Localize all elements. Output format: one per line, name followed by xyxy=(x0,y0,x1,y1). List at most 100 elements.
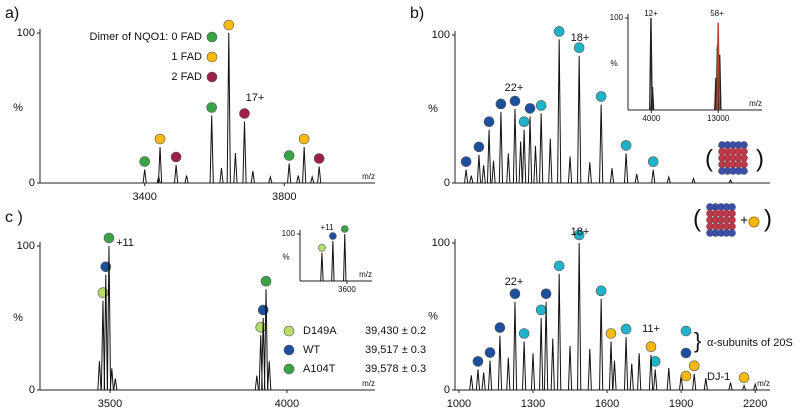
peak xyxy=(634,174,639,184)
x-tick-label: 2200 xyxy=(743,398,767,410)
x-axis-label: m/z xyxy=(359,270,372,279)
y-tick-label: 0 xyxy=(29,384,35,396)
peak xyxy=(184,175,189,184)
peak xyxy=(577,242,582,391)
dj1-icon xyxy=(748,216,760,228)
peak-marker xyxy=(595,91,607,102)
peak xyxy=(481,165,486,184)
peak-marker xyxy=(318,244,326,252)
panel-label: a) xyxy=(5,5,19,22)
peak xyxy=(506,357,511,391)
peak-marker xyxy=(484,347,496,358)
peak-marker xyxy=(154,133,166,145)
x-axis-label: m/z xyxy=(757,379,770,388)
peak xyxy=(527,116,533,184)
x-tick-label: 1000 xyxy=(447,398,471,410)
charge-label: 11+ xyxy=(642,323,660,335)
peak xyxy=(742,384,747,391)
legend-label: A104T xyxy=(303,363,336,375)
peak xyxy=(599,298,604,391)
peak-marker xyxy=(518,328,530,339)
charge-label: 12+ xyxy=(644,9,658,18)
charge-label: 22+ xyxy=(505,82,524,94)
x-tick-label: 3800 xyxy=(272,191,296,203)
peak xyxy=(254,375,259,391)
peak-marker xyxy=(255,321,267,333)
peak xyxy=(653,369,658,391)
peak xyxy=(233,152,238,184)
peak-marker xyxy=(494,322,506,333)
x-tick-label: 3400 xyxy=(132,191,156,203)
legend-label: DJ-1 xyxy=(707,371,730,383)
proteasome-icon xyxy=(740,147,748,156)
peak xyxy=(650,86,655,111)
x-axis-label: m/z xyxy=(749,99,762,108)
y-axis-label: % xyxy=(428,103,438,115)
peak xyxy=(691,177,696,184)
legend-label: α-subunits of 20S xyxy=(707,337,793,349)
peak xyxy=(267,361,272,391)
legend-marker xyxy=(283,363,295,375)
peak-marker xyxy=(340,225,349,233)
charge-label: 58+ xyxy=(710,9,724,18)
peak xyxy=(100,300,106,391)
peak xyxy=(343,233,347,282)
peak xyxy=(728,178,733,184)
peak-marker xyxy=(260,275,272,287)
proteasome-icon xyxy=(740,160,748,169)
peak xyxy=(703,378,708,391)
peak xyxy=(623,337,629,391)
y-tick-label: 100 xyxy=(610,13,624,22)
paren: ( xyxy=(693,205,701,232)
peak xyxy=(587,348,592,391)
peak xyxy=(716,22,721,111)
peak-marker xyxy=(509,95,521,107)
peak xyxy=(539,317,544,391)
plus: + xyxy=(740,212,748,228)
y-axis-label: % xyxy=(428,310,438,322)
legend-label: 1 FAD xyxy=(171,51,202,63)
peak xyxy=(476,154,482,184)
charge-label: +11 xyxy=(321,223,335,232)
peak xyxy=(320,252,324,282)
panel-label: c ) xyxy=(5,209,23,226)
legend-mass: 39,578 ± 0.3 xyxy=(365,363,426,375)
peak xyxy=(469,375,474,391)
x-axis-label: m/z xyxy=(362,379,375,388)
peak xyxy=(486,129,492,184)
legend-label: 2 FAD xyxy=(171,71,202,83)
y-tick-label: 100 xyxy=(17,240,35,252)
peak xyxy=(310,175,315,184)
peak xyxy=(518,141,523,184)
peak xyxy=(506,153,511,184)
y-tick-label: 0 xyxy=(444,384,450,396)
proteasome-icon xyxy=(728,209,736,218)
peak-marker xyxy=(535,304,547,316)
peak-marker xyxy=(688,360,700,372)
proteasome-icon xyxy=(740,154,748,162)
peak xyxy=(567,345,573,391)
peak xyxy=(464,169,469,184)
peak xyxy=(637,353,642,391)
peak-marker xyxy=(473,141,485,153)
peak xyxy=(692,373,697,391)
legend-marker xyxy=(680,370,692,382)
peak xyxy=(287,163,292,184)
peak xyxy=(533,145,538,184)
y-tick-label: 100 xyxy=(432,237,450,249)
peak-marker xyxy=(595,285,607,297)
x-tick-label: 1600 xyxy=(595,398,619,410)
y-axis-label: % xyxy=(13,102,23,114)
peak xyxy=(103,274,108,391)
peak xyxy=(649,17,653,111)
peak xyxy=(629,363,634,391)
peak-marker xyxy=(647,156,659,167)
peak xyxy=(491,160,496,184)
peak xyxy=(469,175,474,184)
peak xyxy=(623,153,629,184)
peak xyxy=(550,338,555,391)
legend-label: Dimer of NQO1: 0 FAD xyxy=(90,31,203,43)
proteasome-icon xyxy=(740,141,748,149)
legend-marker xyxy=(206,31,218,43)
peak xyxy=(226,32,231,184)
